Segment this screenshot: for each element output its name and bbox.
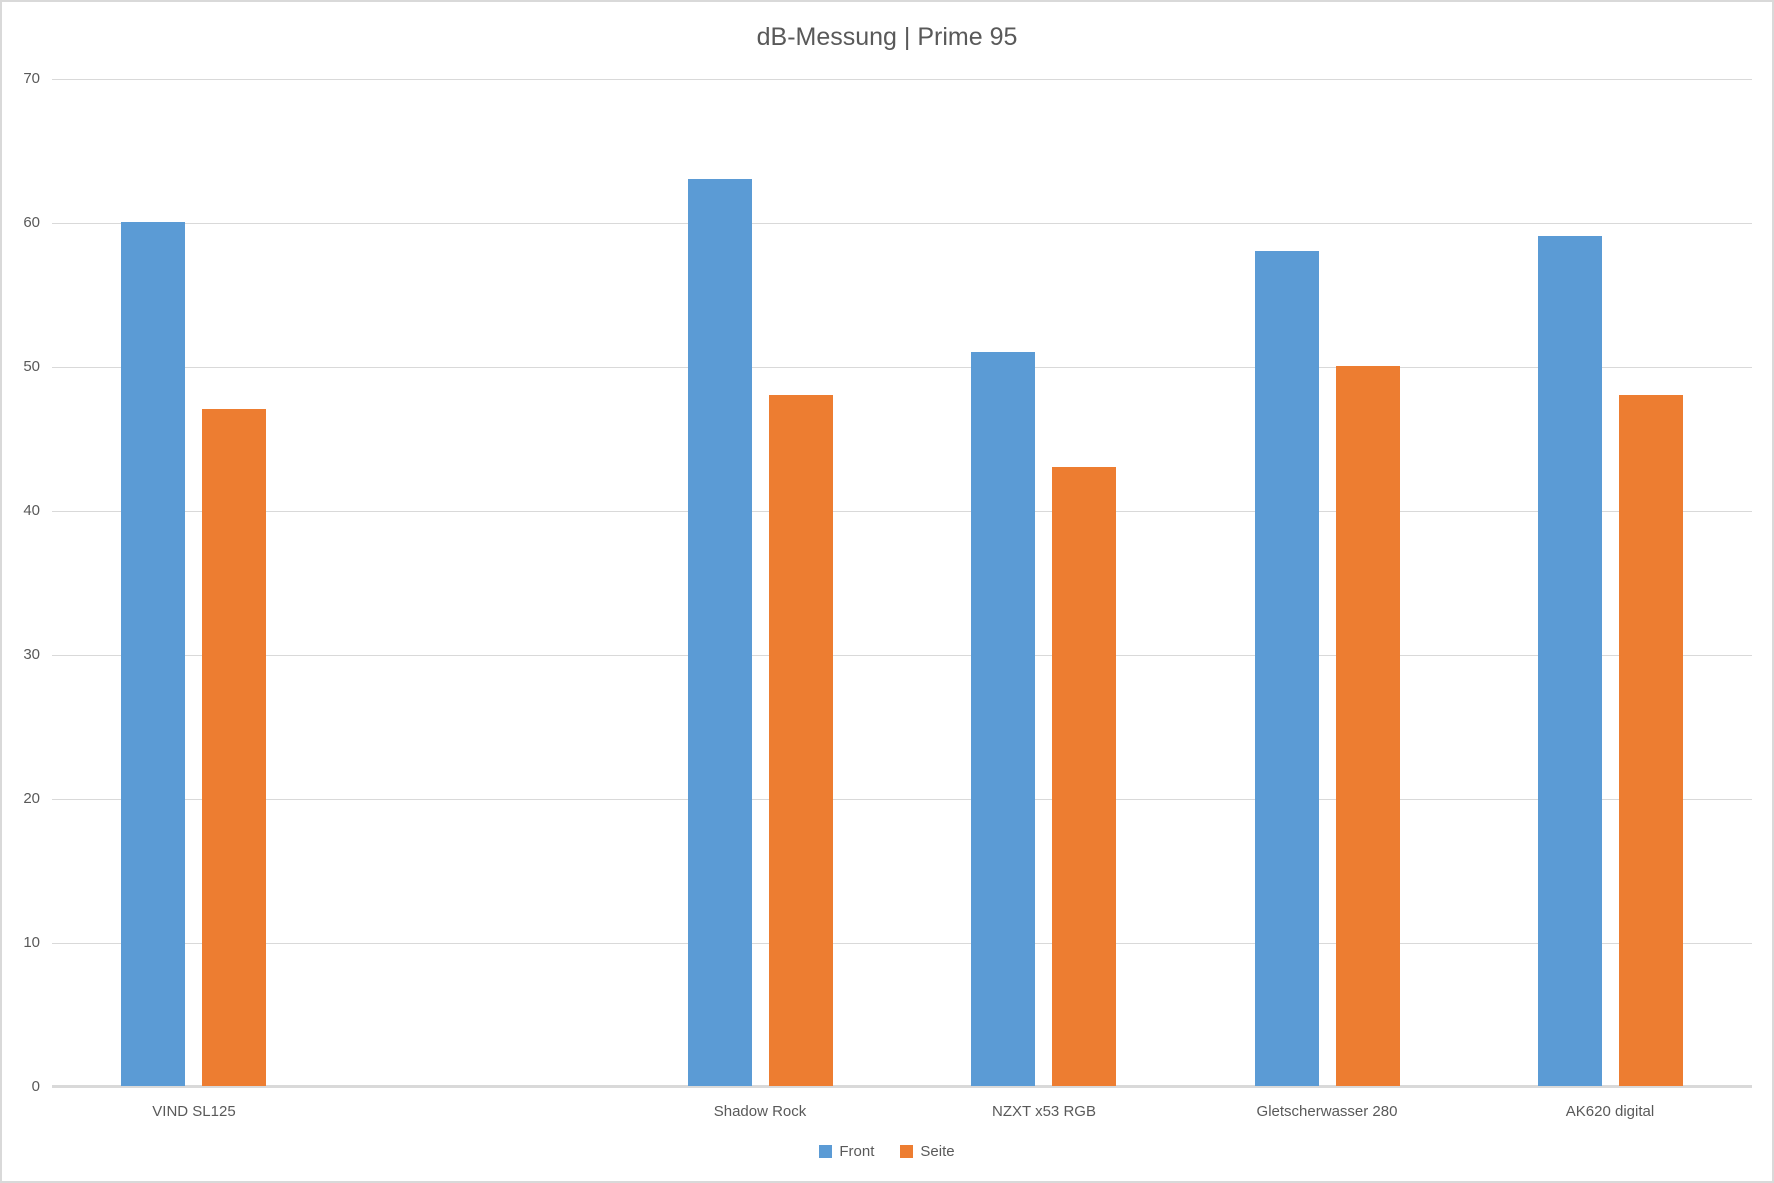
category-label-shadow-rock: Shadow Rock <box>713 1103 807 1120</box>
gridline-60 <box>52 223 1752 224</box>
gridline-40 <box>52 511 1752 512</box>
bar-seite-ak620-digital <box>1619 395 1683 1086</box>
legend-item-seite: Seite <box>900 1143 955 1160</box>
bar-seite-gletscherwasser-280 <box>1336 366 1400 1086</box>
bar-front-vind-sl125 <box>121 222 185 1086</box>
chart-title: dB-Messung | Prime 95 <box>756 23 1018 51</box>
gridline-10 <box>52 943 1752 944</box>
chart-legend: Front Seite <box>2 1143 1772 1160</box>
bar-seite-nzxt-x53-rgb <box>1052 467 1116 1086</box>
legend-label-seite: Seite <box>920 1143 955 1160</box>
y-tick-label-10: 10 <box>23 934 40 951</box>
category-label-vind-sl125: VIND SL125 <box>152 1103 236 1120</box>
bar-front-nzxt-x53-rgb <box>971 352 1035 1086</box>
y-tick-label-70: 70 <box>23 70 40 87</box>
category-label-nzxt-x53-rgb: NZXT x53 RGB <box>992 1103 1096 1120</box>
y-tick-label-0: 0 <box>31 1078 40 1095</box>
category-label-ak620-digital: AK620 digital <box>1565 1103 1655 1120</box>
y-tick-label-40: 40 <box>23 502 40 519</box>
legend-item-front: Front <box>819 1143 874 1160</box>
legend-label-front: Front <box>839 1143 875 1160</box>
x-axis-line <box>52 1085 1752 1088</box>
bar-seite-vind-sl125 <box>202 409 266 1086</box>
y-tick-label-20: 20 <box>23 790 40 807</box>
bar-seite-shadow-rock <box>769 395 833 1086</box>
bar-front-gletscherwasser-280 <box>1255 251 1319 1086</box>
legend-marker-front-icon <box>819 1145 833 1158</box>
bar-front-shadow-rock <box>688 179 752 1086</box>
gridline-30 <box>52 655 1752 656</box>
bar-front-ak620-digital <box>1538 236 1602 1086</box>
category-label-gletscherwasser-280: Gletscherwasser 280 <box>1256 1103 1398 1120</box>
y-tick-label-30: 30 <box>23 646 40 663</box>
gridline-50 <box>52 367 1752 368</box>
y-tick-label-50: 50 <box>23 358 40 375</box>
legend-marker-seite-icon <box>900 1145 914 1158</box>
gridline-70 <box>52 79 1752 80</box>
gridline-20 <box>52 799 1752 800</box>
y-tick-label-60: 60 <box>23 214 40 231</box>
